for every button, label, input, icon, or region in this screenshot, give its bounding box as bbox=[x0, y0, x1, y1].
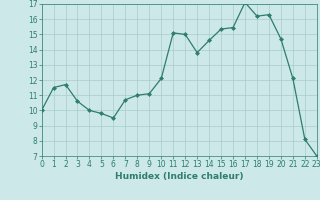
X-axis label: Humidex (Indice chaleur): Humidex (Indice chaleur) bbox=[115, 172, 244, 181]
